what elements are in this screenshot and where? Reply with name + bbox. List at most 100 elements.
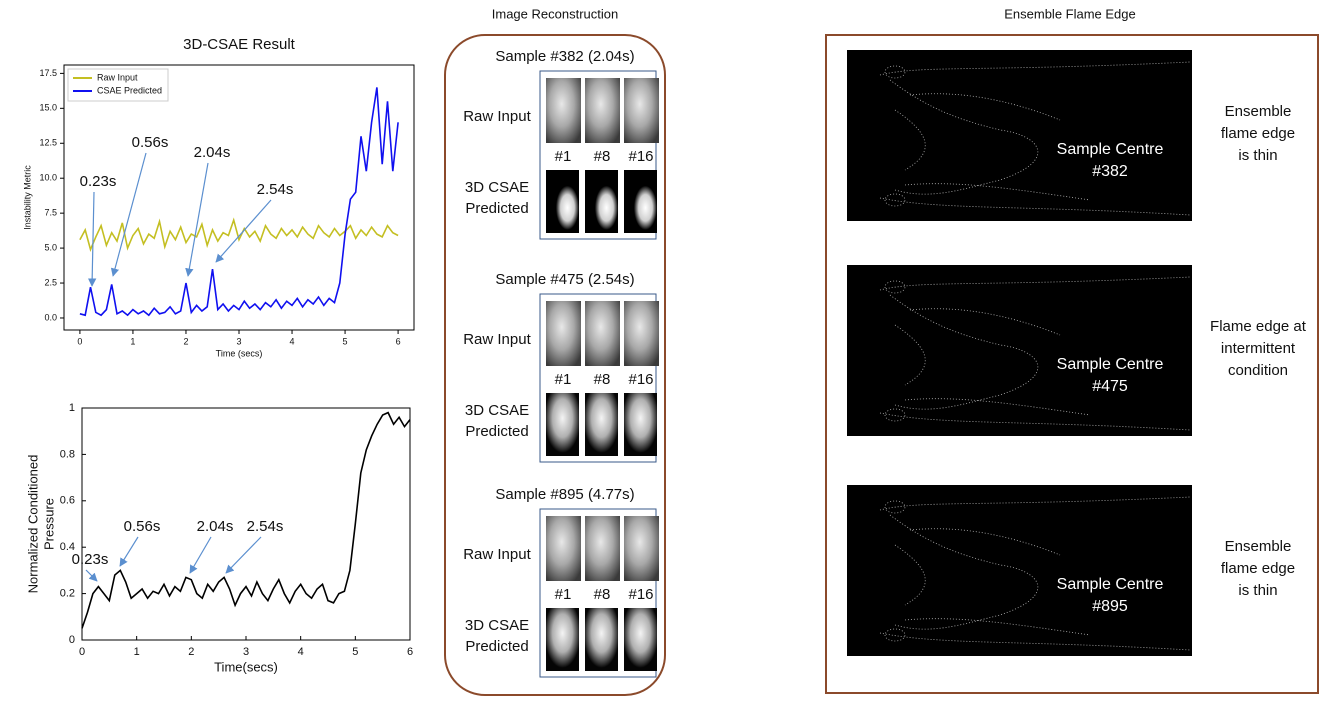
flame-image bbox=[847, 265, 1192, 436]
sample-box bbox=[539, 508, 657, 678]
row-label: Predicted bbox=[465, 423, 528, 440]
y-tick-label: 0.6 bbox=[60, 495, 75, 507]
annotation: 0.56s bbox=[124, 518, 161, 535]
sample-box bbox=[539, 70, 657, 240]
flame-edge-trace bbox=[884, 280, 906, 294]
raw-frame-image bbox=[624, 301, 659, 366]
x-tick-label: 3 bbox=[236, 336, 241, 346]
frame-label: #1 bbox=[555, 586, 572, 603]
y-axis-label: Instability Metric bbox=[22, 165, 32, 230]
predicted-image bbox=[624, 608, 657, 671]
flame-edge-trace bbox=[879, 197, 1191, 216]
raw-frame-image bbox=[585, 78, 620, 143]
sample-centre-label: Sample Centre bbox=[1057, 141, 1164, 158]
flame-edge-trace bbox=[884, 193, 906, 207]
frame-label: #8 bbox=[594, 371, 611, 388]
y-tick-label: 10.0 bbox=[39, 173, 57, 183]
flame-edges bbox=[879, 276, 1191, 431]
chart-title: 3D-CSAE Result bbox=[183, 36, 296, 53]
row-label: Predicted bbox=[465, 200, 528, 217]
row-label: 3D CSAE bbox=[465, 179, 529, 196]
x-tick-label: 4 bbox=[298, 646, 304, 658]
flame-edge-trace bbox=[909, 93, 1061, 121]
flame-edge-trace bbox=[909, 308, 1061, 336]
flame-edge-trace bbox=[884, 65, 906, 79]
x-tick-label: 1 bbox=[134, 646, 140, 658]
predicted-image bbox=[585, 608, 618, 671]
y-tick-label: 0.2 bbox=[60, 588, 75, 600]
y-tick-label: 0.0 bbox=[44, 312, 57, 322]
y-tick-label: 0 bbox=[69, 634, 75, 646]
raw-frame-image bbox=[546, 301, 581, 366]
predicted-image bbox=[624, 393, 657, 456]
panel-note: flame edge bbox=[1221, 125, 1295, 142]
predicted-image bbox=[585, 393, 618, 456]
series-line bbox=[79, 217, 399, 252]
sample-centre-label: Sample Centre bbox=[1057, 576, 1164, 593]
predicted-image bbox=[546, 393, 579, 456]
x-tick-label: 3 bbox=[243, 646, 249, 658]
flame-edge-trace bbox=[894, 324, 926, 386]
frame-label: #16 bbox=[628, 371, 653, 388]
annotation: 2.04s bbox=[194, 144, 231, 161]
raw-frame-image bbox=[624, 516, 659, 581]
reconstruction-frame bbox=[444, 34, 666, 696]
sample-centre-label: #475 bbox=[1092, 378, 1128, 395]
x-tick-label: 2 bbox=[188, 646, 194, 658]
annotation-arrow bbox=[215, 199, 272, 263]
flame-edge-trace bbox=[889, 514, 1039, 630]
panel-note: Ensemble bbox=[1225, 103, 1292, 120]
annotation: 0.23s bbox=[72, 551, 109, 568]
x-tick-label: 2 bbox=[183, 336, 188, 346]
x-tick-label: 0 bbox=[79, 646, 85, 658]
x-tick-label: 6 bbox=[407, 646, 413, 658]
flame-edge-trace bbox=[884, 500, 906, 514]
raw-frame-image bbox=[585, 516, 620, 581]
flame-edge-trace bbox=[884, 628, 906, 642]
row-label: Predicted bbox=[465, 638, 528, 655]
panel-note: condition bbox=[1228, 362, 1288, 379]
annotation-arrow bbox=[185, 162, 209, 277]
x-axis-label: Time(secs) bbox=[214, 659, 278, 674]
y-tick-label: 2.5 bbox=[44, 277, 57, 287]
predicted-image bbox=[585, 170, 618, 233]
x-tick-label: 5 bbox=[343, 336, 348, 346]
annotation: 2.54s bbox=[257, 181, 294, 198]
panel-title: Image Reconstruction bbox=[492, 6, 618, 21]
flame-edge-trace bbox=[879, 412, 1191, 431]
row-label: 3D CSAE bbox=[465, 402, 529, 419]
flame-image bbox=[847, 485, 1192, 656]
y-tick-label: 17.5 bbox=[39, 68, 57, 78]
legend-label: Raw Input bbox=[97, 72, 138, 82]
raw-frame-image bbox=[546, 78, 581, 143]
flame-edge-trace bbox=[904, 618, 1091, 636]
row-label: Raw Input bbox=[463, 331, 531, 348]
row-label: Raw Input bbox=[463, 108, 531, 125]
sample-centre-label: #895 bbox=[1092, 598, 1128, 615]
row-label: Raw Input bbox=[463, 546, 531, 563]
y-axis-label: Normalized Conditioned bbox=[25, 455, 40, 594]
flame-edge-trace bbox=[904, 183, 1091, 201]
y-tick-label: 15.0 bbox=[39, 103, 57, 113]
panel-note: is thin bbox=[1238, 147, 1277, 164]
sample-centre-label: Sample Centre bbox=[1057, 356, 1164, 373]
flame-edge-trace bbox=[879, 632, 1191, 651]
flame-edge-trace bbox=[889, 79, 1039, 195]
series-line bbox=[79, 87, 399, 317]
x-tick-label: 6 bbox=[396, 336, 401, 346]
raw-frame-image bbox=[585, 301, 620, 366]
y-tick-label: 0.8 bbox=[60, 448, 75, 460]
panel-title: Ensemble Flame Edge bbox=[1004, 6, 1136, 21]
flame-edge-trace bbox=[904, 398, 1091, 416]
panel-note: is thin bbox=[1238, 582, 1277, 599]
flame-edge-trace bbox=[889, 294, 1039, 410]
y-tick-label: 12.5 bbox=[39, 138, 57, 148]
x-tick-label: 1 bbox=[130, 336, 135, 346]
predicted-image bbox=[546, 608, 579, 671]
annotation: 2.04s bbox=[197, 518, 234, 535]
annotation: 0.23s bbox=[80, 173, 117, 190]
frame-label: #16 bbox=[628, 148, 653, 165]
x-tick-label: 4 bbox=[290, 336, 295, 346]
panel-note: intermittent bbox=[1221, 340, 1296, 357]
